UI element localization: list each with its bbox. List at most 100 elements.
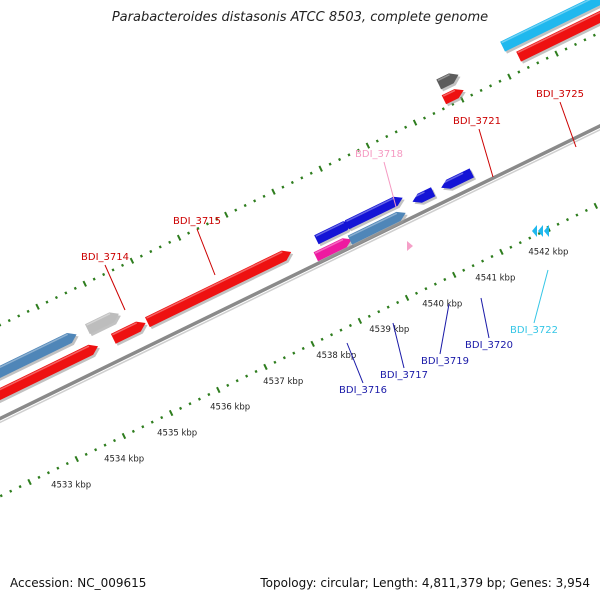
gene-arrow-bdi3715[interactable] <box>145 250 294 330</box>
minor-tick <box>7 318 11 323</box>
minor-tick <box>479 88 483 93</box>
minor-tick <box>0 494 3 498</box>
major-tick <box>404 294 410 302</box>
gene-arrow-bdi3716-upper[interactable] <box>314 221 355 247</box>
gene-arrow-red-right-small[interactable] <box>441 89 466 107</box>
gene-marker-bdi3718[interactable] <box>407 241 413 251</box>
minor-tick <box>73 286 77 290</box>
minor-tick <box>37 475 41 479</box>
gene-label-bdi_3718[interactable]: BDI_3718 <box>355 149 403 160</box>
minor-tick <box>139 254 143 258</box>
gene-arrow-red-small[interactable] <box>110 321 148 346</box>
minor-tick <box>131 429 135 433</box>
gene-arrow-steelblue-left-highlight <box>0 333 69 369</box>
minor-tick <box>102 272 106 277</box>
gene-arrow-bdi3717-lower-highlight <box>348 212 398 238</box>
gene-label-bdi_3721[interactable]: BDI_3721 <box>453 116 501 127</box>
gene-arrow-bdi3717-upper-body <box>344 196 403 230</box>
major-tick <box>168 409 174 417</box>
minor-tick <box>573 42 578 47</box>
kbp-tick-label: 4535 kbp <box>157 429 197 439</box>
gene-arrow-bdi3716-lower-highlight <box>314 238 344 254</box>
minor-tick <box>111 268 115 272</box>
minor-tick <box>243 203 247 208</box>
gene-arrow-bdi3716-upper-highlight <box>315 221 344 237</box>
gene-label-bdi_3722[interactable]: BDI_3722 <box>510 325 558 336</box>
kbp-tick-label: 4536 kbp <box>210 403 250 413</box>
gene-label-bdi_3716[interactable]: BDI_3716 <box>339 385 387 396</box>
gene-arrow-bdi3721[interactable] <box>436 73 461 92</box>
minor-tick <box>205 222 209 226</box>
gene-arrow-bdi3725-red[interactable] <box>516 0 600 64</box>
gene-arrow-bdi3717-upper[interactable] <box>344 196 405 232</box>
gene-arrow-bdi3719-highlight <box>411 191 425 199</box>
gene-arrow-bdi3721-body <box>436 73 459 90</box>
minor-tick <box>103 443 107 447</box>
gene-label-bdi_3714[interactable]: BDI_3714 <box>81 252 129 263</box>
minor-tick <box>179 406 183 410</box>
gene-arrow-red-left-body <box>0 344 98 401</box>
minor-tick <box>564 47 568 51</box>
gene-arrow-bdi3720[interactable] <box>440 168 476 191</box>
minor-tick <box>273 360 277 364</box>
minor-tick <box>565 218 570 222</box>
gene-arrow-bdi3719[interactable] <box>411 187 438 205</box>
gene-label-bdi_3725[interactable]: BDI_3725 <box>536 89 584 100</box>
minor-tick <box>545 56 549 60</box>
gene-label-bdi_3720[interactable]: BDI_3720 <box>465 340 513 351</box>
minor-tick <box>471 264 475 268</box>
minor-tick <box>404 125 408 129</box>
minor-tick <box>56 466 60 470</box>
major-tick <box>224 211 229 218</box>
gene-arrow-steelblue-left[interactable] <box>0 333 79 425</box>
leader-line-bdi_3716 <box>346 342 364 384</box>
gene-arrow-bdi3725-cyan[interactable] <box>500 0 600 54</box>
gene-arrow-bdi3716-lower[interactable] <box>313 238 354 264</box>
minor-tick <box>592 33 596 37</box>
gene-arrow-bdi3717-upper-highlight <box>345 197 395 222</box>
minor-tick <box>309 171 313 175</box>
gene-marker-bdi3722[interactable] <box>532 225 549 237</box>
minor-tick <box>433 282 437 286</box>
gene-arrow-red-left[interactable] <box>0 344 100 443</box>
gene-label-bdi_3719[interactable]: BDI_3719 <box>421 356 469 367</box>
minor-tick <box>149 249 153 254</box>
minor-tick <box>301 346 305 351</box>
leader-line-bdi_3715 <box>196 228 216 276</box>
minor-tick <box>462 268 466 272</box>
leader-line-bdi_3718 <box>383 161 397 208</box>
minor-tick <box>64 291 68 295</box>
gene-arrow-bdi3717-lower[interactable] <box>347 211 408 247</box>
major-tick <box>176 234 182 241</box>
minor-tick <box>356 148 360 152</box>
major-tick <box>271 188 276 195</box>
minor-tick <box>46 471 50 475</box>
minor-tick <box>583 38 587 42</box>
leader-line-bdi_3719 <box>439 303 450 355</box>
minor-tick <box>9 489 13 493</box>
minor-tick <box>226 383 230 387</box>
minor-tick <box>150 420 154 424</box>
gene-arrow-red-small-body <box>110 321 146 344</box>
minor-tick <box>18 484 22 489</box>
major-tick <box>412 119 418 126</box>
gene-label-bdi_3717[interactable]: BDI_3717 <box>380 370 428 381</box>
kbp-tick-label: 4533 kbp <box>51 480 91 490</box>
gene-arrow-bdi3725-red-highlight <box>517 11 600 54</box>
minor-tick <box>575 213 579 217</box>
kbp-tick-label: 4542 kbp <box>528 248 568 258</box>
gene-arrow-red-small-highlight <box>112 322 138 336</box>
minor-tick <box>422 116 427 120</box>
major-tick <box>216 386 221 394</box>
gene-arrow-gray[interactable] <box>85 312 121 337</box>
gene-label-bdi_3715[interactable]: BDI_3715 <box>173 216 221 227</box>
minor-tick <box>517 70 521 74</box>
lower-tick-row <box>0 202 599 498</box>
minor-tick <box>518 241 522 245</box>
leader-line-bdi_3722 <box>533 269 549 324</box>
cyan-chevron <box>544 225 549 237</box>
minor-tick <box>339 328 343 332</box>
minor-tick <box>197 397 201 401</box>
leader-line-bdi_3720 <box>480 297 490 339</box>
